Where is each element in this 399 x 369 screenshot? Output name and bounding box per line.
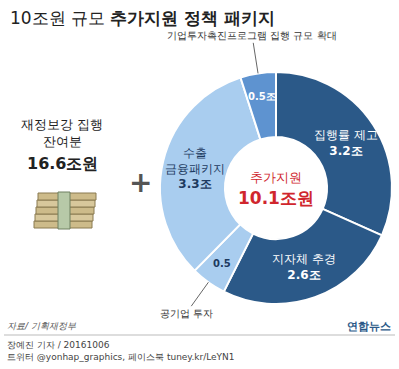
svg-text:+: +: [129, 166, 152, 199]
svg-text:10조원 규모 추가지원 정책 패키지: 10조원 규모 추가지원 정책 패키지: [10, 8, 275, 28]
svg-text:집행률 제고3.2조: 집행률 제고3.2조: [314, 128, 378, 158]
svg-text:추가지원: 추가지원: [250, 170, 302, 185]
svg-text:지자체 추경2.6조: 지자체 추경2.6조: [272, 252, 336, 282]
svg-text:10.1조원: 10.1조원: [238, 188, 314, 208]
svg-text:재정보강 집행잔여분: 재정보강 집행잔여분: [21, 117, 103, 149]
svg-text:연합뉴스: 연합뉴스: [347, 320, 391, 333]
svg-text:트위터 @yonhap_graphics, 페이스북 tun: 트위터 @yonhap_graphics, 페이스북 tuney.kr/LeYN…: [7, 352, 235, 362]
svg-text:기업투자촉진프로그램 집행 규모 확대: 기업투자촉진프로그램 집행 규모 확대: [167, 30, 337, 41]
svg-text:공기업 투자: 공기업 투자: [160, 308, 213, 319]
svg-text:0.5조: 0.5조: [248, 91, 276, 102]
svg-text:수출금융패키지3.3조: 수출금융패키지3.3조: [165, 146, 225, 191]
svg-text:장예진 기자 / 20161006: 장예진 기자 / 20161006: [7, 340, 110, 350]
svg-text:16.6조원: 16.6조원: [27, 154, 98, 173]
svg-text:0.5: 0.5: [213, 258, 231, 269]
svg-text:자료/ 기획재정부: 자료/ 기획재정부: [7, 321, 77, 331]
